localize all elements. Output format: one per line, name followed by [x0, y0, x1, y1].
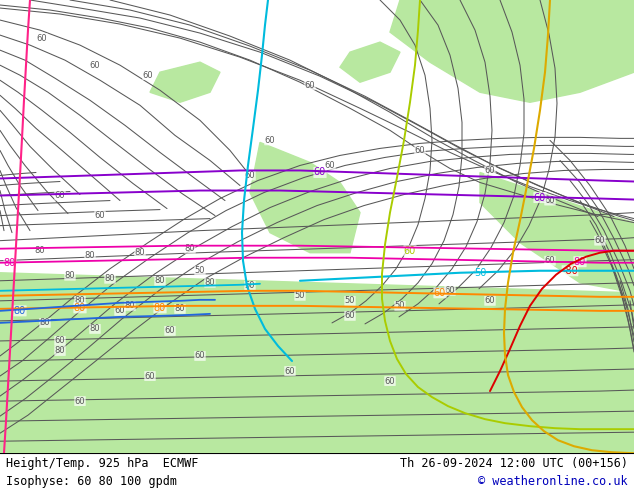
Text: 60: 60 — [484, 296, 495, 305]
Polygon shape — [250, 143, 360, 253]
Text: 60: 60 — [325, 161, 335, 170]
Text: 60: 60 — [94, 211, 105, 220]
Text: 60: 60 — [264, 136, 275, 145]
Text: Isophyse: 60 80 100 gpdm: Isophyse: 60 80 100 gpdm — [6, 475, 178, 489]
Text: 60: 60 — [345, 311, 355, 320]
Text: 60: 60 — [444, 286, 455, 295]
Text: 60: 60 — [143, 71, 153, 80]
Text: 60: 60 — [245, 171, 256, 180]
Text: 60: 60 — [165, 326, 176, 336]
Text: 60: 60 — [285, 367, 295, 375]
Text: 80: 80 — [74, 303, 86, 313]
Text: 50: 50 — [295, 292, 305, 300]
Text: 60: 60 — [545, 196, 555, 205]
Polygon shape — [0, 313, 120, 373]
Text: 80: 80 — [205, 278, 216, 287]
Polygon shape — [340, 42, 400, 82]
Polygon shape — [0, 273, 634, 453]
Text: -80: -80 — [562, 266, 578, 276]
Text: 50: 50 — [345, 296, 355, 305]
Text: 80: 80 — [184, 244, 195, 253]
Text: 60: 60 — [55, 337, 65, 345]
Text: 50: 50 — [395, 301, 405, 310]
Text: Height/Temp. 925 hPa  ECMWF: Height/Temp. 925 hPa ECMWF — [6, 457, 198, 470]
Text: 80: 80 — [105, 274, 115, 283]
Text: 60: 60 — [534, 193, 546, 202]
Text: 60: 60 — [404, 245, 416, 256]
Polygon shape — [390, 0, 634, 102]
Text: 80: 80 — [55, 346, 65, 355]
Text: 60: 60 — [385, 376, 396, 386]
Text: 50: 50 — [474, 268, 486, 278]
Polygon shape — [480, 172, 634, 293]
Text: 80: 80 — [40, 318, 50, 327]
Text: 60: 60 — [115, 306, 126, 316]
Text: 60: 60 — [37, 34, 48, 43]
Text: 80: 80 — [14, 306, 26, 316]
Text: 60: 60 — [595, 236, 605, 245]
Text: 80: 80 — [89, 324, 100, 333]
Text: 80: 80 — [134, 248, 145, 257]
Text: 50: 50 — [195, 266, 205, 275]
Text: 60: 60 — [75, 396, 86, 406]
Text: 60: 60 — [484, 166, 495, 175]
Text: 50: 50 — [245, 281, 256, 290]
Text: 80: 80 — [85, 251, 95, 260]
Text: 80: 80 — [154, 303, 166, 313]
Text: 80: 80 — [125, 301, 135, 310]
Text: 80: 80 — [574, 257, 586, 267]
Text: © weatheronline.co.uk: © weatheronline.co.uk — [478, 475, 628, 489]
Text: 80: 80 — [4, 258, 16, 268]
Text: 80: 80 — [65, 271, 75, 280]
Text: 60: 60 — [305, 81, 315, 90]
Text: 80: 80 — [35, 246, 45, 255]
Text: 60: 60 — [195, 351, 205, 361]
Text: 60: 60 — [415, 146, 425, 155]
Text: 60: 60 — [89, 61, 100, 70]
Text: 60: 60 — [434, 288, 446, 298]
Text: 60: 60 — [55, 191, 65, 200]
Polygon shape — [150, 62, 220, 102]
Text: 80: 80 — [155, 276, 165, 285]
Text: 80: 80 — [175, 304, 185, 313]
Text: 60: 60 — [314, 168, 326, 177]
Text: 60: 60 — [545, 256, 555, 265]
Text: 60: 60 — [145, 371, 155, 381]
Text: 80: 80 — [75, 296, 86, 305]
Text: Th 26-09-2024 12:00 UTC (00+156): Th 26-09-2024 12:00 UTC (00+156) — [399, 457, 628, 470]
